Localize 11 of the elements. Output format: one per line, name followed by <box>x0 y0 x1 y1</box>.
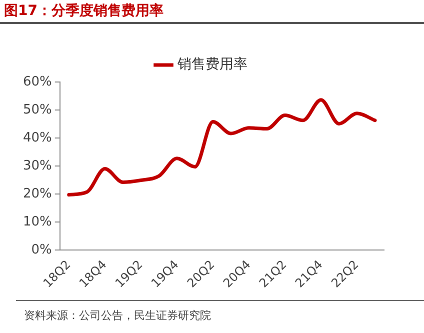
y-tick-label: 0% <box>31 242 52 258</box>
y-tick-label: 60% <box>22 74 52 90</box>
text: 资料来源：公司公告，民生证券研究院 <box>24 308 211 323</box>
y-tick-label: 20% <box>22 186 52 202</box>
legend-label: 销售费用率 <box>176 56 248 73</box>
y-tick-label: 30% <box>22 158 52 174</box>
y-tick-label: 50% <box>22 102 52 118</box>
y-tick-label: 10% <box>22 214 52 230</box>
line-series <box>67 98 377 197</box>
y-tick-label: 40% <box>22 130 52 146</box>
chart-title: 图17：分季度销售费用率 <box>4 2 164 20</box>
